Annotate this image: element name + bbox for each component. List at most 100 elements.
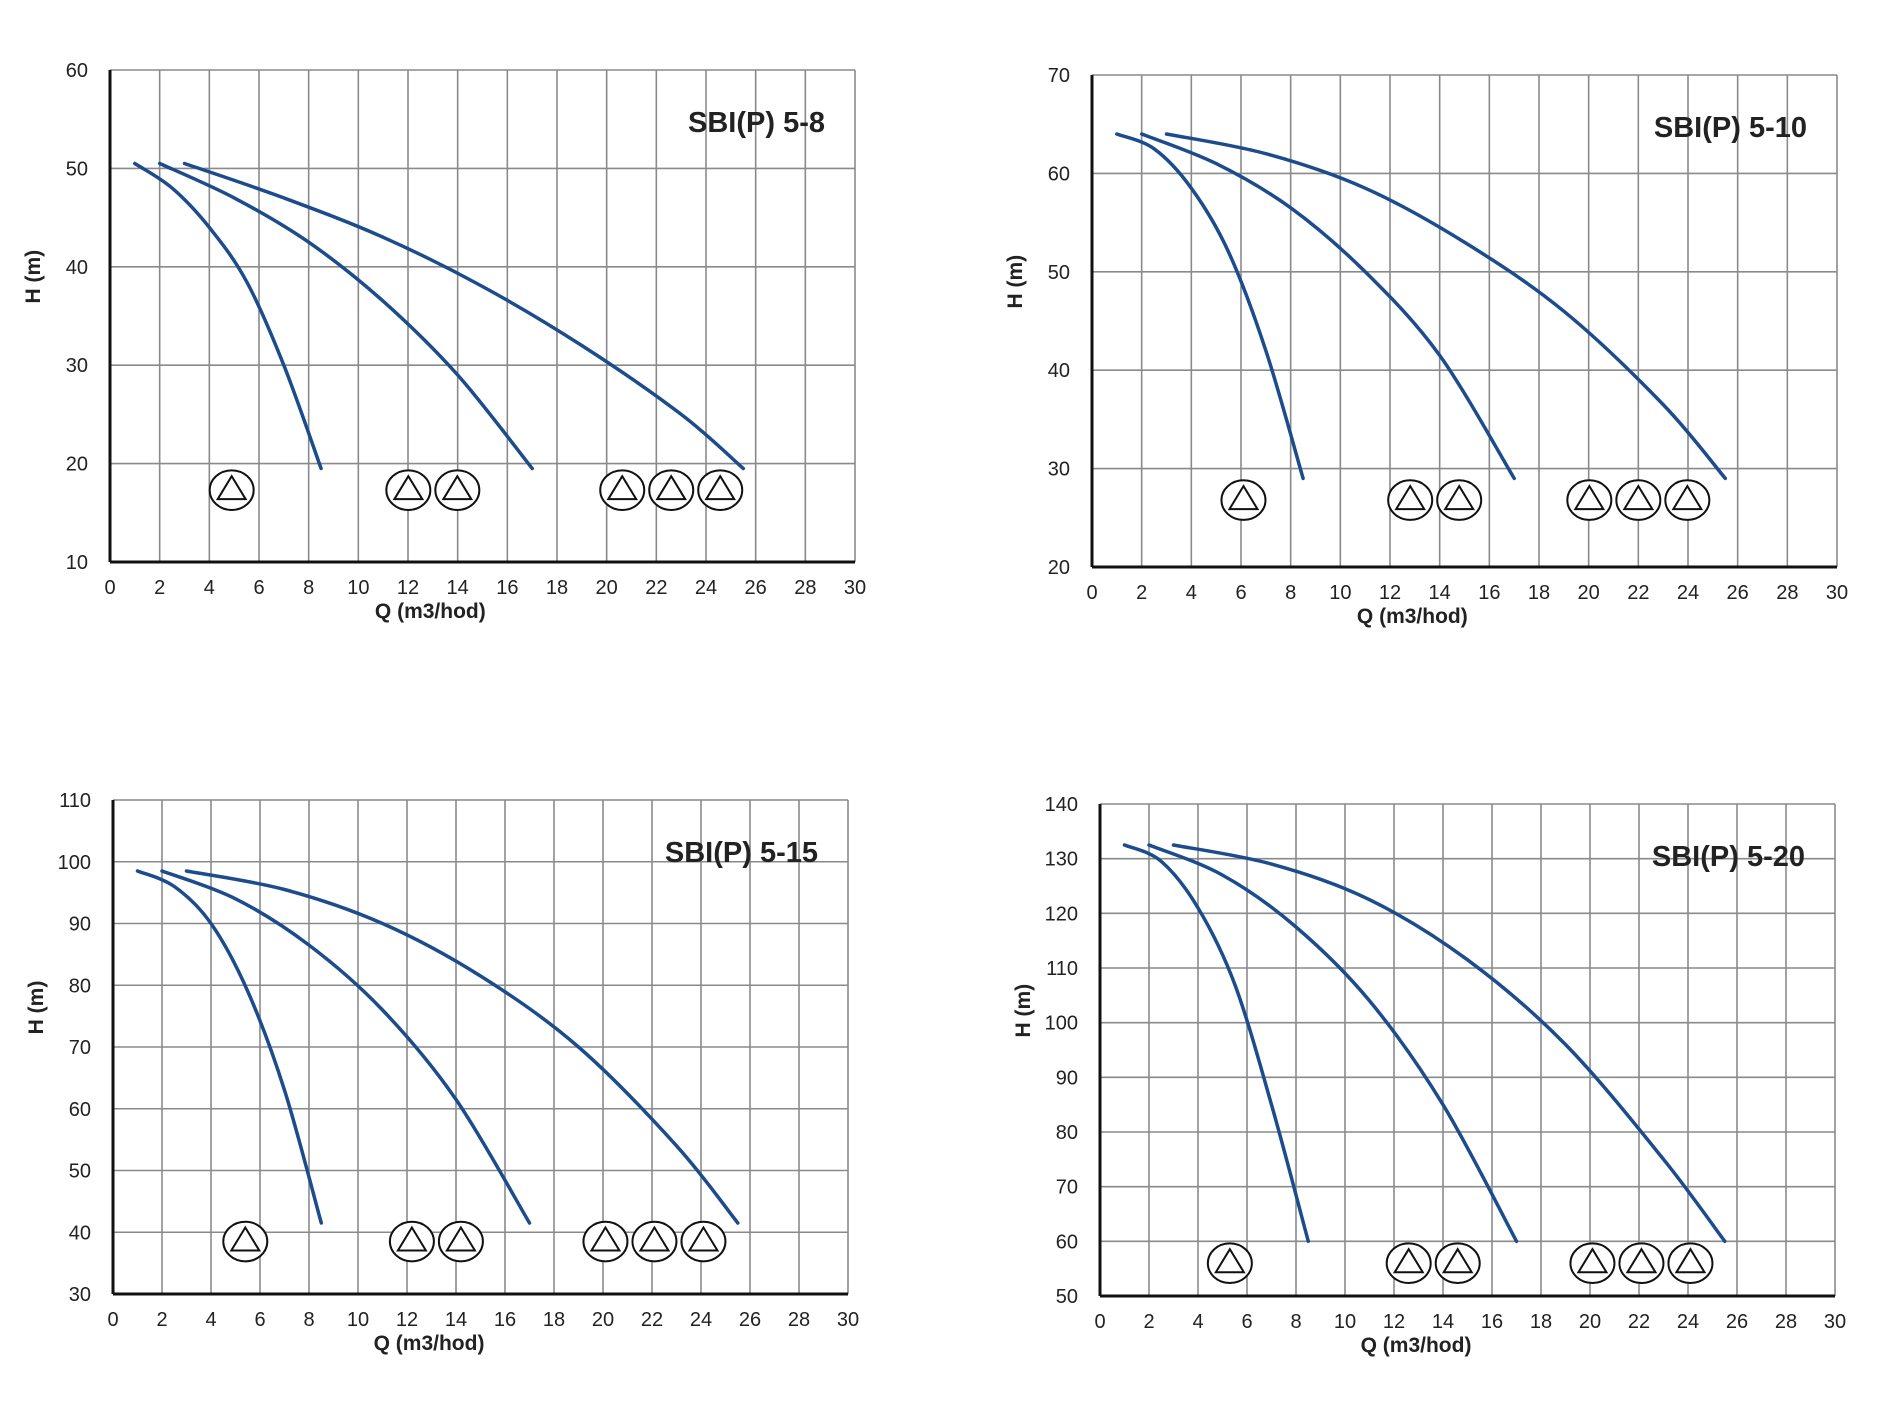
pump-curve-2 <box>1147 843 1519 1244</box>
x-tick-label: 16 <box>1478 582 1500 604</box>
x-tick-label: 26 <box>745 577 767 599</box>
pump-curve-1 <box>133 161 323 471</box>
x-tick-label: 28 <box>788 1309 810 1331</box>
y-tick-label: 60 <box>69 1099 91 1121</box>
x-axis-title: Q (m3/hod) <box>1361 1334 1472 1357</box>
x-tick-label: 14 <box>1432 1311 1454 1333</box>
x-tick-label: 8 <box>303 577 314 599</box>
x-axis-title: Q (m3/hod) <box>374 1332 485 1355</box>
x-tick-label: 16 <box>494 1309 516 1331</box>
y-axis-title: H (m) <box>1012 984 1035 1038</box>
x-tick-label: 28 <box>1776 582 1798 604</box>
symbol-triangle <box>1622 484 1655 511</box>
x-tick-label: 4 <box>205 1309 216 1331</box>
chart-sbi-5-10: 0 2 4 6 8 10 12 14 16 18 20 22 24 26 28 30203040506070Q… <box>1004 65 1848 628</box>
y-tick-label: 20 <box>1048 557 1070 579</box>
x-tick-label: 22 <box>1627 582 1649 604</box>
symbol-triangle <box>1441 1247 1474 1274</box>
x-axis-title: Q (m3/hod) <box>375 600 486 623</box>
x-tick-label: 12 <box>1383 1311 1405 1333</box>
x-tick-label: 12 <box>1379 582 1401 604</box>
y-tick-label: 70 <box>1056 1177 1078 1199</box>
symbol-triangle <box>1392 1247 1425 1274</box>
symbol-triangle <box>1573 484 1606 511</box>
x-tick-label: 6 <box>253 577 264 599</box>
x-tick-label: 8 <box>303 1309 314 1331</box>
x-tick-label: 2 <box>154 577 165 599</box>
symbol-triangle <box>396 1225 428 1252</box>
x-tick-label: 10 <box>347 1309 369 1331</box>
y-tick-label: 30 <box>1048 459 1070 481</box>
pump-symbol-icon <box>1667 1242 1714 1285</box>
pump-symbol-icon <box>1618 1242 1665 1285</box>
pump-curve-3 <box>1164 132 1728 481</box>
x-tick-label: 18 <box>543 1309 565 1331</box>
pump-curve-1 <box>135 869 324 1225</box>
pump-symbol-icon <box>648 469 695 511</box>
x-tick-label: 22 <box>641 1309 663 1331</box>
x-tick-label: 16 <box>496 577 518 599</box>
x-tick-label: 2 <box>156 1309 167 1331</box>
y-tick-label: 60 <box>1056 1231 1078 1253</box>
x-tick-label: 12 <box>396 1309 418 1331</box>
y-tick-label: 110 <box>1046 958 1078 980</box>
symbol-triangle <box>1394 484 1426 511</box>
symbol-triangle <box>229 1225 262 1252</box>
y-tick-label: 80 <box>1056 1122 1078 1144</box>
x-tick-label: 4 <box>204 577 215 599</box>
x-tick-label: 8 <box>1285 582 1296 604</box>
x-tick-label: 14 <box>447 577 469 599</box>
symbol-triangle <box>589 1225 622 1252</box>
x-tick-label: 0 <box>1094 1311 1105 1333</box>
pump-symbol-icon <box>1436 479 1483 521</box>
symbol-triangle <box>606 474 639 501</box>
pump-symbol-icon <box>1387 479 1434 521</box>
chart-title: SBI(P) 5-20 <box>1652 841 1805 873</box>
x-tick-label: 2 <box>1143 1311 1154 1333</box>
x-tick-label: 0 <box>104 577 115 599</box>
pump-symbol-icon <box>599 469 646 511</box>
chart-title: SBI(P) 5-10 <box>1654 112 1807 144</box>
x-tick-label: 26 <box>1727 582 1749 604</box>
pump-symbol-icon <box>1220 479 1267 521</box>
y-tick-label: 20 <box>66 454 88 476</box>
symbol-triangle <box>704 474 737 501</box>
x-tick-label: 18 <box>1528 582 1550 604</box>
y-tick-label: 50 <box>1048 262 1070 284</box>
y-axis-title: H (m) <box>22 250 45 304</box>
y-tick-label: 110 <box>59 790 91 812</box>
x-tick-label: 14 <box>445 1309 467 1331</box>
y-tick-label: 40 <box>1048 360 1070 382</box>
y-tick-label: 40 <box>66 257 88 279</box>
y-tick-label: 70 <box>1048 65 1070 87</box>
y-tick-label: 60 <box>1048 163 1070 185</box>
symbol-triangle <box>445 1225 477 1252</box>
pump-symbol-icon <box>1566 479 1613 521</box>
pump-symbol-icon <box>680 1220 727 1263</box>
x-tick-label: 20 <box>1578 582 1600 604</box>
x-tick-label: 8 <box>1290 1311 1301 1333</box>
pump-curve-2 <box>1139 132 1516 481</box>
pump-symbol-icon <box>1206 1242 1253 1285</box>
y-tick-label: 40 <box>69 1222 91 1244</box>
x-tick-label: 10 <box>347 577 369 599</box>
symbol-triangle <box>1227 484 1260 511</box>
x-tick-label: 6 <box>254 1309 265 1331</box>
x-tick-label: 0 <box>107 1309 118 1331</box>
x-tick-label: 24 <box>1677 582 1699 604</box>
pump-curve-1 <box>1122 843 1311 1244</box>
chart-title: SBI(P) 5-15 <box>665 837 818 869</box>
pump-symbol-icon <box>222 1220 269 1263</box>
pump-symbol-icon <box>1385 1242 1432 1285</box>
chart-sbi-5-20: 0 2 4 6 8 10 12 14 16 18 20 22 24 26 28 305060708090100… <box>1012 794 1846 1357</box>
y-tick-label: 50 <box>66 158 88 180</box>
x-tick-label: 26 <box>1726 1311 1748 1333</box>
x-tick-label: 10 <box>1329 582 1351 604</box>
y-tick-label: 30 <box>66 355 88 377</box>
x-tick-label: 20 <box>596 577 618 599</box>
x-tick-label: 30 <box>844 577 866 599</box>
y-tick-label: 30 <box>69 1284 91 1306</box>
x-tick-label: 20 <box>592 1309 614 1331</box>
symbol-triangle <box>1625 1247 1658 1274</box>
y-tick-label: 90 <box>1056 1067 1078 1089</box>
